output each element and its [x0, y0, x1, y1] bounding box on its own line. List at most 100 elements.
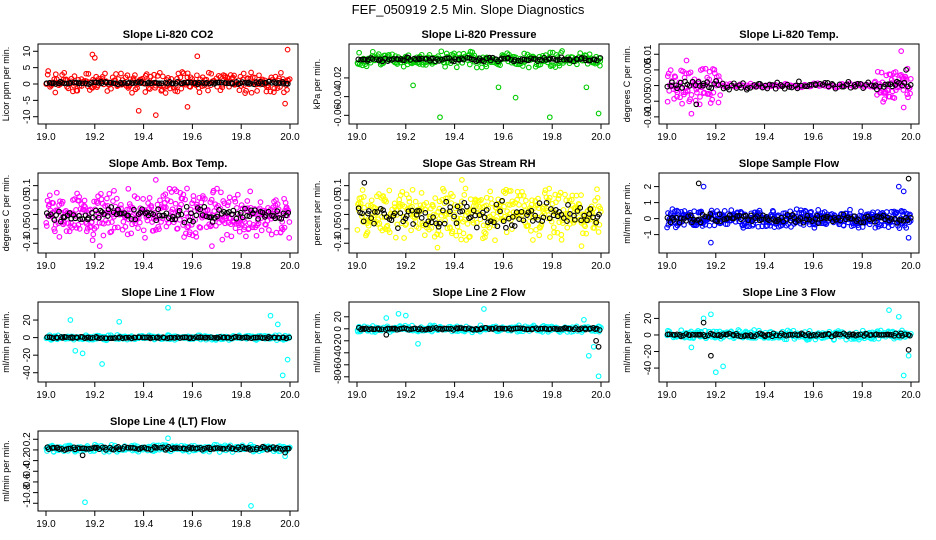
data-point	[902, 331, 908, 338]
x-tick-label: 20.0	[591, 132, 611, 143]
data-point	[696, 83, 703, 89]
data-point	[221, 209, 227, 215]
y-tick-label: 2	[643, 183, 654, 189]
x-tick-label: 19.4	[134, 390, 154, 401]
data-point	[243, 233, 249, 240]
data-point	[593, 325, 600, 332]
data-point	[547, 49, 554, 56]
data-point	[905, 347, 912, 353]
plot-frame	[658, 43, 920, 125]
data-point	[907, 214, 914, 221]
data-point	[158, 80, 165, 87]
x-tick-label: 19.6	[494, 261, 514, 272]
data-point	[806, 82, 813, 88]
data-point	[581, 212, 588, 219]
data-point	[677, 94, 683, 101]
y-tick-label: 0	[643, 82, 654, 88]
data-point	[271, 85, 278, 92]
chart-panel: Slope Li-820 Temp.degrees C per min.19.0…	[622, 29, 921, 143]
data-point	[855, 332, 861, 338]
data-point	[158, 444, 164, 451]
data-point	[125, 185, 132, 192]
data-point	[403, 213, 410, 219]
data-point	[87, 335, 94, 341]
data-point	[888, 216, 895, 222]
data-point	[595, 343, 602, 350]
data-point	[457, 208, 463, 215]
data-point	[142, 89, 149, 95]
data-point	[245, 335, 252, 341]
data-point	[67, 79, 74, 86]
data-point	[410, 221, 416, 227]
data-point	[748, 333, 755, 340]
data-point	[858, 208, 864, 215]
data-point	[368, 197, 375, 204]
data-point	[717, 92, 724, 98]
data-point	[50, 200, 56, 206]
data-point	[556, 62, 563, 69]
data-point	[178, 201, 184, 208]
data-point	[359, 210, 365, 217]
data-point	[891, 95, 898, 101]
panel-title: Slope Line 1 Flow	[122, 287, 215, 299]
data-point	[525, 209, 532, 216]
data-point	[473, 203, 480, 209]
data-point	[720, 331, 727, 338]
data-point	[487, 188, 494, 195]
data-point	[683, 331, 690, 337]
data-point	[286, 334, 293, 341]
data-point	[219, 236, 226, 243]
data-point	[128, 230, 135, 237]
data-point	[578, 55, 585, 61]
data-point	[585, 352, 592, 359]
data-point	[392, 204, 398, 210]
data-point	[814, 213, 821, 219]
data-point	[829, 81, 835, 87]
data-point	[521, 326, 528, 332]
data-point	[523, 197, 529, 204]
x-tick-label: 19.0	[36, 519, 56, 530]
data-point	[539, 325, 546, 332]
data-point	[280, 334, 287, 341]
data-point	[147, 86, 153, 92]
panel-title: Slope Li-820 CO2	[123, 29, 213, 41]
data-point	[360, 194, 367, 200]
panel-title: Slope Sample Flow	[739, 158, 840, 170]
data-point	[694, 89, 700, 96]
data-point	[221, 445, 227, 452]
data-point	[181, 445, 188, 452]
data-point	[286, 219, 293, 225]
data-point	[163, 210, 170, 217]
data-point	[408, 227, 414, 234]
x-tick-label: 19.8	[852, 390, 872, 401]
data-point	[438, 48, 445, 55]
data-point	[467, 233, 473, 240]
data-point	[690, 82, 697, 88]
data-point	[581, 222, 588, 228]
data-point	[590, 343, 597, 350]
data-point	[213, 222, 219, 229]
chart-panel: Slope Amb. Box Temp.degrees C per min.19…	[1, 158, 300, 272]
data-point	[190, 197, 197, 204]
data-point	[436, 58, 442, 64]
data-point	[124, 72, 131, 79]
data-point	[96, 243, 103, 249]
data-point	[238, 202, 245, 208]
data-point	[493, 201, 500, 208]
data-point	[781, 85, 788, 92]
y-tick-label: 0.005	[643, 57, 654, 82]
data-point	[230, 207, 237, 214]
data-point	[459, 177, 465, 183]
data-point	[472, 197, 479, 204]
data-point	[247, 80, 254, 87]
data-point	[52, 228, 58, 235]
y-tick-label: -20	[333, 333, 344, 348]
data-point	[225, 334, 232, 341]
data-point	[96, 335, 103, 342]
data-point	[546, 194, 553, 201]
data-point	[361, 204, 367, 211]
data-point	[209, 243, 215, 249]
x-tick-label: 19.2	[85, 519, 105, 530]
data-point	[126, 83, 132, 90]
y-tick-label: -0.1	[333, 234, 344, 252]
